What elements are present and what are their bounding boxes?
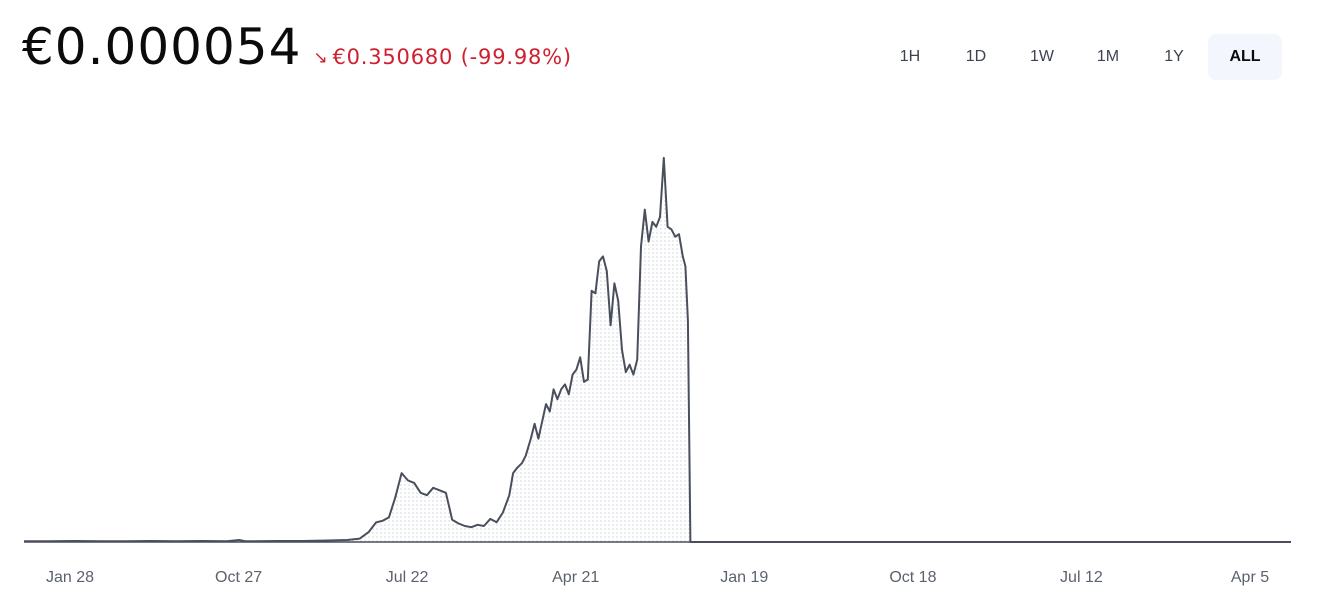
x-tick-label: Oct 27 (215, 569, 262, 586)
x-tick-label: Apr 5 (1231, 569, 1269, 586)
time-range-tabs: 1H 1D 1W 1M 1Y ALL (878, 34, 1282, 80)
current-price: €0.000054 (22, 18, 302, 76)
x-tick-label: Jul 12 (1060, 569, 1103, 586)
price-change: ↘ €0.350680 (-99.98%) (313, 45, 572, 69)
tab-1d[interactable]: 1D (965, 48, 987, 65)
tab-1y[interactable]: 1Y (1164, 48, 1184, 65)
x-tick-label: Jul 22 (386, 569, 429, 586)
price-area-fill (24, 157, 1291, 542)
tab-1h[interactable]: 1H (899, 48, 921, 65)
tab-1w[interactable]: 1W (1030, 48, 1054, 65)
price-line (24, 156, 1291, 543)
tab-1m[interactable]: 1M (1096, 48, 1120, 65)
tab-all[interactable]: ALL (1208, 34, 1282, 80)
x-axis-ticks: Jan 28 Oct 27 Jul 22 Apr 21 Jan 19 Oct 18 Jul … (46, 569, 1269, 586)
x-tick-label: Apr 21 (552, 569, 599, 586)
x-tick-label: Oct 18 (889, 569, 936, 586)
price-change-value: €0.350680 (-99.98%) (332, 45, 572, 69)
price-header: €0.000054 ↘ €0.350680 (-99.98%) (22, 22, 572, 72)
x-tick-label: Jan 28 (46, 569, 94, 586)
x-tick-label: Jan 19 (720, 569, 768, 586)
arrow-down-right-icon: ↘ (313, 48, 329, 68)
